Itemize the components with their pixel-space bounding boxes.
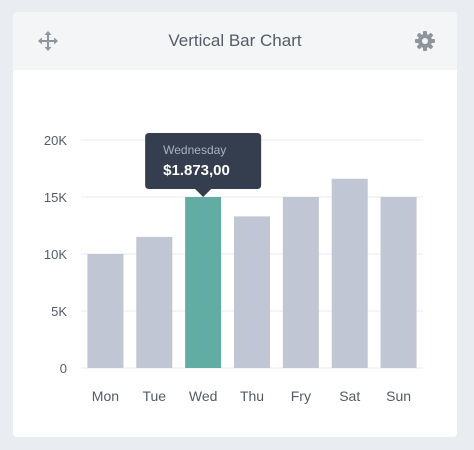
bar-tue[interactable] bbox=[136, 236, 173, 368]
tooltip-value: $1.873,00 bbox=[163, 162, 230, 179]
x-tick-label: Sun bbox=[386, 388, 411, 404]
chart-title: Vertical Bar Chart bbox=[168, 31, 302, 50]
move-icon[interactable] bbox=[37, 30, 59, 52]
x-tick-label: Tue bbox=[142, 388, 166, 404]
tooltip-label: Wednesday bbox=[163, 143, 226, 157]
x-tick-label: Mon bbox=[92, 388, 119, 404]
y-tick-label: 15K bbox=[44, 190, 67, 205]
bar-sun[interactable] bbox=[380, 197, 417, 368]
x-tick-label: Sat bbox=[339, 388, 360, 404]
gear-icon[interactable] bbox=[414, 30, 436, 52]
tooltip-box bbox=[145, 133, 262, 197]
y-tick-label: 5K bbox=[51, 304, 67, 319]
x-tick-label: Fry bbox=[291, 388, 311, 404]
bar-chart: 20K 15K 10K 5K 0 Mon Tue Wed Thu Fry Sat Sun Wedne… bbox=[44, 133, 423, 404]
bar-sat[interactable] bbox=[331, 178, 368, 368]
bar-thu[interactable] bbox=[234, 216, 270, 368]
y-tick-label: 10K bbox=[44, 247, 67, 262]
chart-card: Vertical Bar Chart 20K 15K 10K 5K 0 Mon Tue We… bbox=[13, 12, 457, 437]
bar-wed[interactable] bbox=[185, 197, 222, 368]
y-tick-label: 0 bbox=[60, 361, 67, 376]
bar-fry[interactable] bbox=[282, 197, 319, 368]
x-tick-label: Thu bbox=[240, 388, 264, 404]
x-tick-label: Wed bbox=[189, 388, 218, 404]
y-tick-label: 20K bbox=[44, 133, 67, 148]
tooltip: Wednesday $1.873,00 bbox=[145, 133, 262, 197]
card-header: Vertical Bar Chart bbox=[13, 12, 457, 70]
bar-mon[interactable] bbox=[87, 254, 124, 368]
